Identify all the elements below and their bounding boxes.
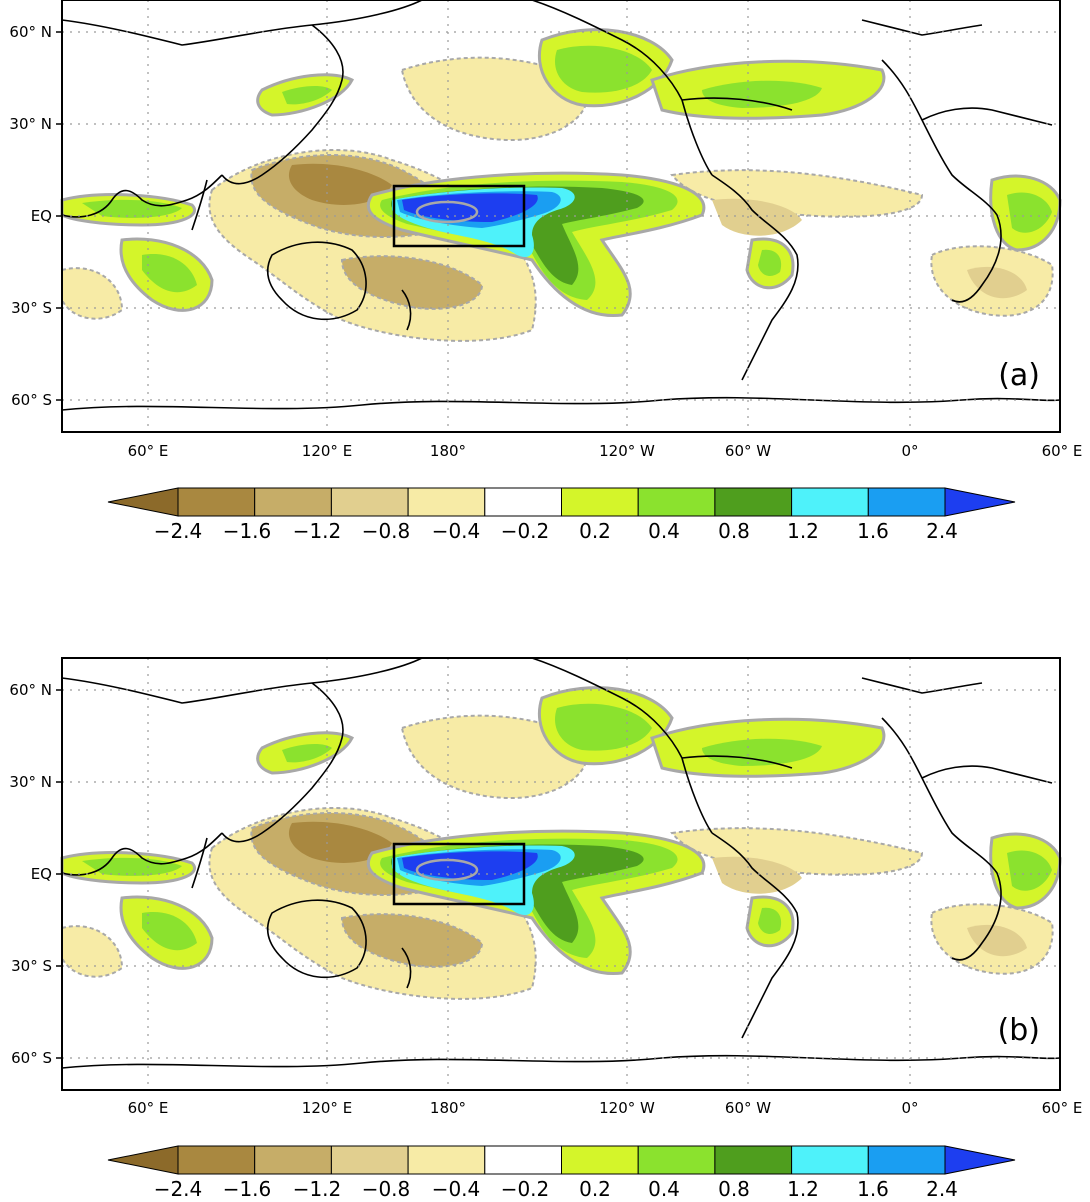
colorbar-labels: −2.4 −1.6 −1.2 −0.8 −0.4 −0.2 0.2 0.4 0.… — [154, 519, 958, 543]
gridlines — [62, 0, 1060, 432]
lat-label: 60° N — [9, 681, 52, 699]
colorbar-tick-label: 0.4 — [648, 1177, 680, 1198]
lon-label: 60° E — [128, 1099, 169, 1117]
lon-label: 60° W — [725, 442, 771, 460]
colorbar-tick-label: −0.8 — [362, 1177, 411, 1198]
lon-label: 60° E — [128, 442, 169, 460]
colorbar-swatch — [637, 1145, 716, 1175]
lon-label: 0° — [901, 442, 918, 460]
colorbar-swatch — [177, 487, 256, 517]
lon-label: 120° E — [302, 442, 352, 460]
lat-label: EQ — [31, 207, 52, 225]
colorbar-swatch — [407, 487, 486, 517]
colorbar-swatch — [254, 1145, 332, 1175]
nino-box — [392, 842, 526, 906]
colorbar-swatch — [330, 1145, 409, 1175]
lat-label: 60° S — [11, 1049, 52, 1067]
panel-label: (b) — [998, 1013, 1040, 1048]
colorbar-tick-label: 0.8 — [718, 519, 750, 543]
colorbar-swatches — [107, 487, 1016, 517]
colorbar-tick-label: 0.4 — [648, 519, 680, 543]
colorbar-swatch — [484, 1145, 562, 1175]
colorbar-tick-label: 0.2 — [579, 1177, 611, 1198]
lon-label: 120° E — [302, 1099, 352, 1117]
lon-axis: 60° E 120° E 180° 120° W 60° W 0° 60° E — [128, 1099, 1083, 1117]
colorbar-tick-label: −0.2 — [501, 519, 550, 543]
colorbar-tick-label: 1.6 — [857, 1177, 889, 1198]
colorbar-swatch — [714, 487, 793, 517]
colorbar-swatch — [484, 487, 562, 517]
colorbar-swatch — [107, 1145, 179, 1175]
colorbar-tick-label: 2.4 — [926, 1177, 958, 1198]
colorbar-swatch — [637, 487, 716, 517]
colorbar-tick-label: −1.6 — [223, 1177, 272, 1198]
colorbar-swatch — [944, 487, 1016, 517]
colorbar-tick-label: −0.2 — [501, 1177, 550, 1198]
lon-label: 60° E — [1042, 1099, 1083, 1117]
colorbar-tick-label: 1.2 — [787, 1177, 819, 1198]
colorbar-swatch — [177, 1145, 256, 1175]
nino-box — [392, 184, 526, 248]
colorbar-tick-label: −1.2 — [293, 1177, 342, 1198]
colorbar-swatch — [330, 487, 409, 517]
lon-label: 60° W — [725, 1099, 771, 1117]
colorbar-swatch — [407, 1145, 486, 1175]
lat-label: 30° N — [9, 115, 52, 133]
lon-label: 180° — [430, 442, 466, 460]
lon-label: 60° E — [1042, 442, 1083, 460]
panel-a: (a) 60° N 30° N EQ 30° S 60° S 60° E 120… — [9, 0, 1082, 460]
colorbar-tick-label: 0.2 — [579, 519, 611, 543]
lon-label: 120° W — [599, 1099, 655, 1117]
lat-axis: 60° N 30° N EQ 30° S 60° S — [9, 23, 62, 409]
lat-label: 60° S — [11, 391, 52, 409]
colorbar-swatch — [254, 487, 332, 517]
colorbar-swatch — [561, 487, 639, 517]
map-area — [60, 656, 1062, 1091]
colorbar-tick-label: 1.2 — [787, 519, 819, 543]
map-area — [60, 0, 1062, 433]
colorbar-swatch — [561, 1145, 639, 1175]
colorbar-tick-label: −0.4 — [432, 1177, 481, 1198]
lat-label: 60° N — [9, 23, 52, 41]
lat-axis: 60° N 30° N EQ 30° S 60° S — [9, 681, 62, 1067]
colorbar-tick-label: 0.8 — [718, 1177, 750, 1198]
colorbar-swatches — [107, 1145, 1016, 1175]
lat-label: 30° N — [9, 773, 52, 791]
colorbar-swatch — [107, 487, 179, 517]
lat-label: 30° S — [11, 957, 52, 975]
colorbar-swatch — [791, 487, 869, 517]
lat-label: EQ — [31, 865, 52, 883]
colorbar-b: −2.4 −1.6 −1.2 −0.8 −0.4 −0.2 0.2 0.4 0.… — [107, 1145, 1016, 1201]
colorbar-swatch — [791, 1145, 869, 1175]
colorbar-tick-label: −0.8 — [362, 519, 411, 543]
colorbar-a: −2.4 −1.6 −1.2 −0.8 −0.4 −0.2 0.2 0.4 0.… — [107, 487, 1016, 543]
gridlines — [62, 658, 1060, 1090]
lat-label: 30° S — [11, 299, 52, 317]
colorbar-swatch — [867, 1145, 946, 1175]
colorbar-tick-label: −0.4 — [432, 519, 481, 543]
colorbar-tick-label: −2.4 — [154, 1177, 203, 1198]
lon-axis: 60° E 120° E 180° 120° W 60° W 0° 60° E — [128, 442, 1083, 460]
lon-label: 120° W — [599, 442, 655, 460]
lon-label: 180° — [430, 1099, 466, 1117]
colorbar-tick-label: −2.4 — [154, 519, 203, 543]
colorbar-labels: −2.4 −1.6 −1.2 −0.8 −0.4 −0.2 0.2 0.4 0.… — [154, 1177, 958, 1201]
colorbar-swatch — [944, 1145, 1016, 1175]
colorbar-tick-label: −1.2 — [293, 519, 342, 543]
colorbar-tick-label: −1.6 — [223, 519, 272, 543]
panel-b: (b) 60° N 30° N EQ 30° S 60° S 60° E 120… — [9, 656, 1083, 1117]
colorbar-tick-label: 2.4 — [926, 519, 958, 543]
lon-label: 0° — [901, 1099, 918, 1117]
colorbar-swatch — [714, 1145, 793, 1175]
colorbar-swatch — [867, 487, 946, 517]
colorbar-tick-label: 1.6 — [857, 519, 889, 543]
panel-label: (a) — [998, 358, 1040, 393]
